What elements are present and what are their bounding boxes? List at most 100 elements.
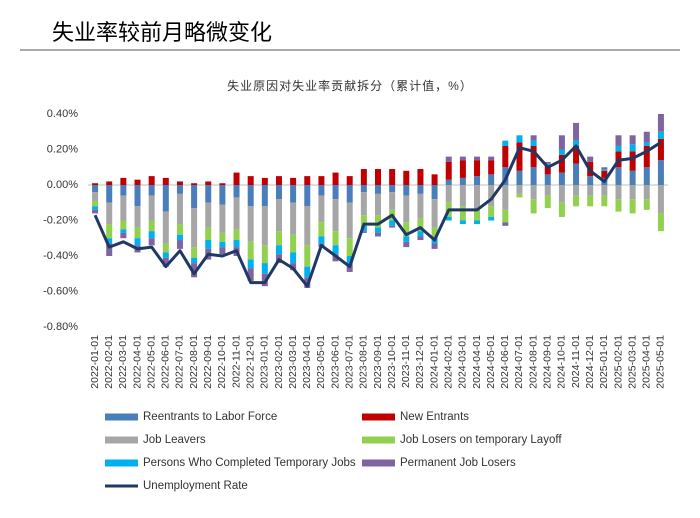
bar-segment	[191, 257, 198, 264]
bar-segment	[191, 247, 198, 258]
bar-segment	[261, 263, 268, 274]
bar-segment	[657, 213, 664, 232]
bar-segment	[474, 176, 481, 185]
bar-segment	[346, 176, 353, 185]
bar-segment	[191, 183, 198, 185]
bar-segment	[573, 122, 580, 141]
bar-segment	[162, 177, 169, 185]
bar-segment	[375, 169, 381, 185]
bar-segment	[474, 185, 481, 210]
x-tick-label: 2023-08-01	[358, 335, 370, 389]
bar-segment	[360, 215, 367, 226]
x-tick-label: 2024-11-01	[570, 335, 582, 388]
bar-segment	[332, 245, 339, 255]
bar-segment	[516, 170, 523, 185]
line-series	[93, 141, 662, 288]
bar-segment	[558, 185, 565, 203]
x-tick-label: 2024-06-01	[499, 335, 511, 389]
bar-segment	[275, 176, 282, 185]
bar-segment	[587, 176, 594, 185]
bar-segment	[332, 172, 339, 185]
bar-segment	[176, 181, 183, 185]
bar-segment	[290, 185, 297, 203]
bar-segment	[629, 144, 636, 152]
bar-segment	[445, 161, 452, 180]
bar-segment	[360, 231, 367, 233]
bar-segment	[106, 238, 113, 244]
bar-segment	[643, 142, 650, 146]
x-tick-label: 2024-10-01	[556, 335, 568, 389]
bar-segment	[544, 174, 551, 185]
bar-segment	[120, 232, 127, 239]
bar-segment	[219, 247, 226, 255]
bar-segment	[474, 156, 481, 161]
x-tick-label: 2024-05-01	[485, 335, 497, 389]
bar-segment	[219, 241, 226, 248]
bar-segment	[445, 185, 452, 203]
bar-segment	[162, 243, 169, 253]
bar-segment	[459, 177, 466, 185]
bar-segment	[474, 209, 481, 221]
bar-segment	[332, 185, 339, 200]
x-tick-label: 2023-07-01	[343, 335, 355, 389]
legend-label: Unemployment Rate	[143, 480, 248, 492]
bar-segment	[530, 145, 537, 168]
bar-segment	[134, 227, 141, 239]
bar-segment	[120, 185, 127, 196]
x-tick-label: 2023-02-01	[273, 335, 285, 389]
bar-segment	[601, 170, 608, 178]
bar-segment	[134, 185, 141, 207]
bar-segment	[459, 160, 466, 178]
x-tick-label: 2024-07-01	[513, 335, 525, 389]
bar-segment	[92, 209, 99, 214]
bar-segment	[219, 185, 226, 205]
bar-segment	[162, 185, 169, 212]
bar-segment	[346, 264, 353, 272]
bar-segment	[389, 192, 396, 210]
bar-segment	[601, 167, 608, 170]
bar-segment	[176, 240, 183, 249]
bar-segment	[431, 174, 438, 185]
x-tick-label: 2023-05-01	[315, 335, 327, 389]
x-tick-label: 2025-05-01	[655, 335, 667, 389]
x-tick-label: 2023-10-01	[386, 335, 398, 389]
bar-segment	[544, 165, 551, 175]
bar-segment	[176, 193, 183, 225]
bar-segment	[92, 200, 99, 207]
bar-segment	[587, 195, 594, 207]
bar-segment	[615, 167, 622, 185]
bar-segment	[233, 172, 240, 185]
x-tick-label: 2025-01-01	[598, 335, 610, 389]
y-tick-label: 0.00%	[47, 179, 78, 191]
bar-segment	[318, 236, 325, 244]
bar-segment	[176, 185, 183, 194]
bar-segment	[275, 245, 282, 255]
x-tick-label: 2022-09-01	[202, 335, 214, 389]
bar-segment	[332, 231, 339, 246]
bar-segment	[431, 227, 438, 239]
bar-segment	[657, 114, 664, 132]
bar-segment	[417, 169, 424, 185]
x-tick-label: 2022-02-01	[103, 335, 115, 389]
bar-segment	[615, 185, 622, 200]
bar-segment	[176, 234, 183, 241]
bar-segment	[558, 154, 565, 173]
bar-segment	[558, 172, 565, 185]
bar-segment	[459, 220, 466, 225]
bar-segment	[544, 195, 551, 209]
bar-segment	[587, 185, 594, 196]
x-tick-label: 2023-04-01	[301, 335, 313, 389]
bar-segment	[106, 185, 113, 203]
bar-segment	[346, 185, 353, 203]
bar-segment	[530, 140, 537, 146]
bar-segment	[191, 208, 198, 248]
bar-segment	[375, 193, 381, 216]
bar-segment	[417, 231, 424, 237]
x-tick-label: 2024-09-01	[542, 335, 554, 389]
legend-label: Permanent Job Losers	[400, 457, 516, 469]
x-tick-label: 2023-03-01	[287, 335, 299, 389]
bar-segment	[488, 156, 495, 161]
legend-swatch	[362, 413, 395, 421]
bar-segment	[530, 185, 537, 200]
bar-segment	[290, 234, 297, 253]
